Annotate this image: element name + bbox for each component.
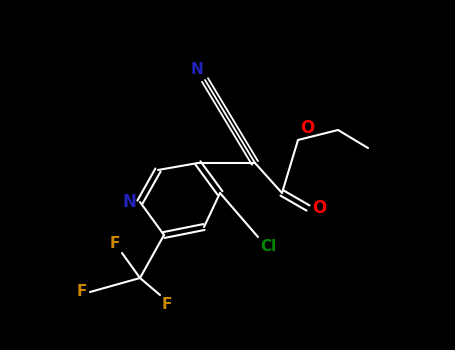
- Text: F: F: [162, 297, 172, 312]
- Text: O: O: [300, 119, 314, 137]
- Text: F: F: [76, 285, 87, 300]
- Text: O: O: [312, 199, 326, 217]
- Text: Cl: Cl: [260, 239, 276, 254]
- Text: N: N: [190, 62, 203, 77]
- Text: F: F: [110, 236, 120, 251]
- Text: N: N: [122, 193, 136, 211]
